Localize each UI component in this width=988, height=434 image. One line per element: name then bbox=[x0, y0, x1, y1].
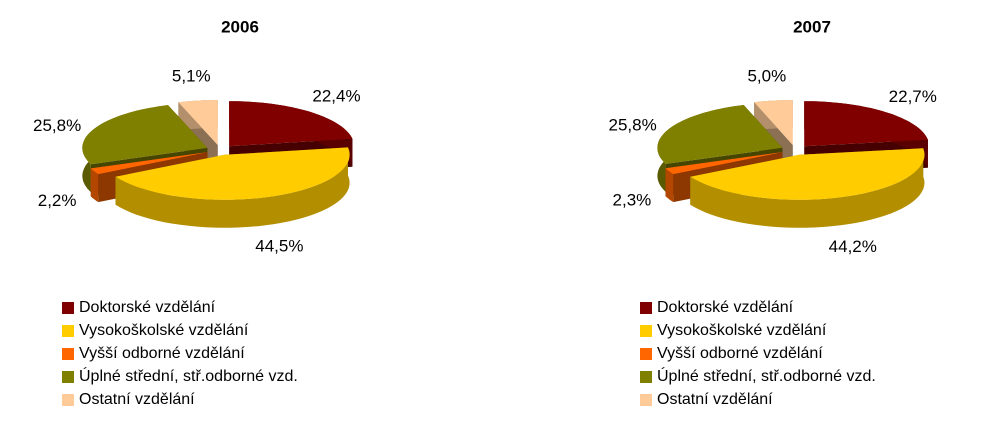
legend-swatch bbox=[62, 394, 74, 406]
chart-title: 2007 bbox=[793, 17, 831, 36]
legend-swatch bbox=[640, 325, 652, 337]
value-label: 2,2% bbox=[38, 191, 77, 210]
legend-swatch bbox=[640, 371, 652, 383]
legend-label: Vyšší odborné vzdělání bbox=[79, 345, 245, 362]
legend-label: Doktorské vzdělání bbox=[657, 299, 794, 316]
slice-side bbox=[90, 168, 99, 203]
slice bbox=[804, 101, 928, 147]
pie bbox=[657, 100, 928, 228]
legend-swatch bbox=[62, 302, 74, 314]
value-label: 22,4% bbox=[312, 86, 360, 105]
value-label: 25,8% bbox=[33, 116, 81, 135]
legend-label: Úplné střední, stř.odborné vzd. bbox=[657, 366, 876, 385]
slice bbox=[657, 105, 783, 164]
slice bbox=[115, 147, 350, 200]
legend-swatch bbox=[62, 348, 74, 360]
legend-label: Vysokoškolské vzdělání bbox=[657, 322, 827, 339]
legend-label: Vyšší odborné vzdělání bbox=[657, 345, 823, 362]
slice bbox=[690, 148, 925, 200]
slice-side bbox=[115, 147, 350, 228]
slice-side bbox=[690, 148, 925, 228]
legend-label: Ostatní vzdělání bbox=[79, 391, 195, 408]
slice bbox=[178, 100, 218, 145]
value-label: 44,5% bbox=[255, 237, 303, 256]
chart-title: 2006 bbox=[221, 17, 259, 36]
value-label: 22,7% bbox=[889, 87, 937, 106]
slice bbox=[82, 105, 208, 165]
legend-swatch bbox=[640, 302, 652, 314]
value-label: 25,8% bbox=[609, 116, 657, 135]
legend-swatch bbox=[62, 325, 74, 337]
value-label: 44,2% bbox=[829, 237, 877, 256]
slice-side bbox=[665, 168, 674, 203]
value-label: 2,3% bbox=[613, 191, 652, 210]
legend-swatch bbox=[62, 371, 74, 383]
slice bbox=[754, 100, 793, 145]
slice bbox=[665, 152, 783, 175]
legend-label: Vysokoškolské vzdělání bbox=[79, 322, 249, 339]
legend-label: Úplné střední, stř.odborné vzd. bbox=[79, 366, 298, 385]
value-label: 5,0% bbox=[747, 67, 786, 86]
slice bbox=[229, 101, 353, 147]
legend-swatch bbox=[640, 348, 652, 360]
pie bbox=[82, 100, 353, 228]
legend-label: Ostatní vzdělání bbox=[657, 391, 773, 408]
legend-swatch bbox=[640, 394, 652, 406]
value-label: 5,1% bbox=[172, 67, 211, 86]
slice bbox=[90, 152, 208, 175]
legend-label: Doktorské vzdělání bbox=[79, 299, 216, 316]
